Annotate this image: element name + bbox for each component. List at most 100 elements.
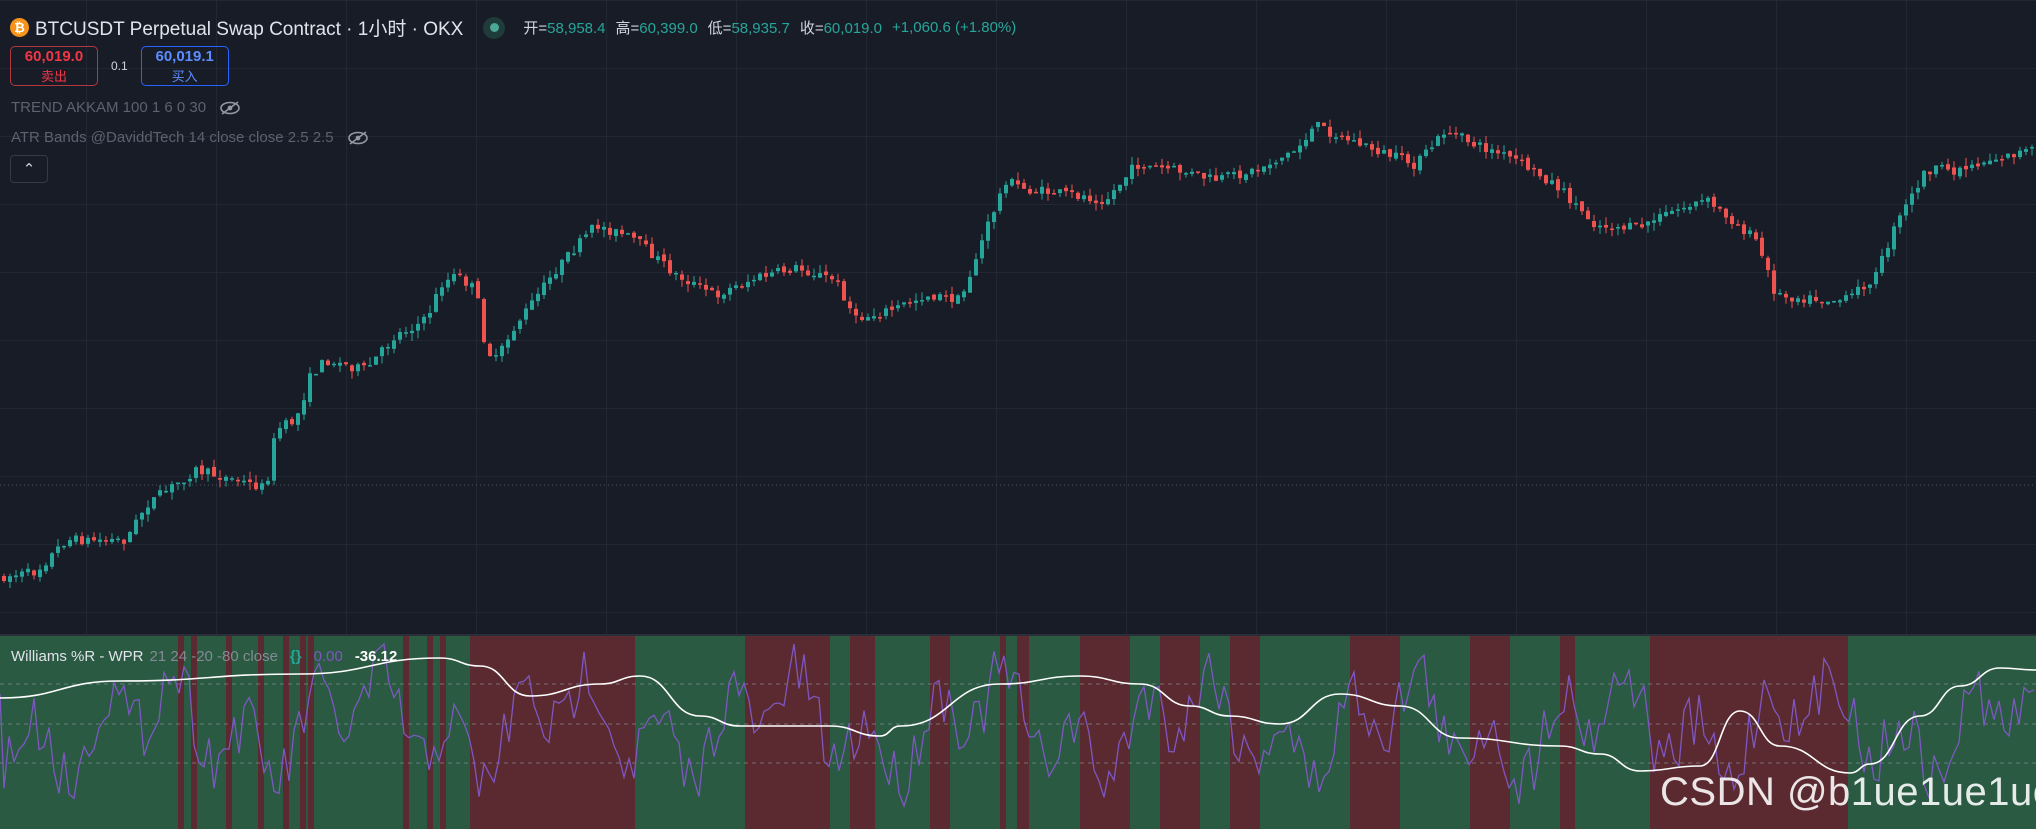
- buy-button[interactable]: 60,019.1 买入: [140, 46, 229, 86]
- candle: [92, 532, 96, 543]
- candle: [626, 232, 630, 235]
- candle-body: [614, 229, 618, 237]
- candle-body: [944, 295, 948, 297]
- candle-body: [824, 271, 828, 276]
- candle-body: [98, 539, 102, 542]
- candle-body: [1568, 187, 1572, 204]
- price-chart-canvas[interactable]: [0, 0, 2036, 636]
- candle-body: [1076, 192, 1080, 199]
- band-green: [0, 636, 470, 829]
- candle: [1982, 160, 1986, 167]
- candle-body: [470, 283, 474, 288]
- candle-body: [380, 347, 384, 357]
- candle-body: [1742, 224, 1746, 235]
- candle: [182, 482, 186, 491]
- williams-r-legend[interactable]: Williams %R - WPR 21 24 -20 -80 close {}…: [11, 648, 397, 665]
- candle-body: [314, 373, 318, 376]
- eye-off-icon[interactable]: [218, 100, 242, 116]
- candle-body: [1604, 224, 1608, 228]
- band-red: [930, 636, 950, 829]
- candle-body: [668, 260, 672, 274]
- candle: [1334, 132, 1338, 144]
- candle-body: [1766, 257, 1770, 271]
- candle: [656, 251, 660, 264]
- candle-body: [1370, 144, 1374, 150]
- williams-r-canvas[interactable]: [0, 636, 2036, 829]
- candle: [704, 278, 708, 297]
- candle: [1532, 164, 1536, 177]
- candle: [776, 264, 780, 275]
- candle-body: [650, 243, 654, 259]
- candle-body: [620, 229, 624, 235]
- trend-indicator-legend[interactable]: TREND AKKAM 100 1 6 0 30: [11, 99, 242, 116]
- candle-body: [1772, 270, 1776, 294]
- candle-body: [2024, 149, 2028, 152]
- candle-body: [812, 275, 816, 278]
- price-chart-pane[interactable]: [0, 0, 2036, 636]
- band-red: [258, 636, 264, 829]
- candle: [176, 482, 180, 490]
- pane-divider[interactable]: [0, 634, 2036, 637]
- candle: [1592, 214, 1596, 232]
- candle: [116, 535, 120, 543]
- ohlc-close: 收=60,019.0: [800, 17, 882, 38]
- williams-r-pane[interactable]: Williams %R - WPR 21 24 -20 -80 close {}…: [0, 636, 2036, 829]
- candle-body: [368, 365, 372, 367]
- candle: [1028, 185, 1032, 196]
- candle: [872, 308, 876, 321]
- candle-body: [1832, 300, 1836, 303]
- candle-body: [1526, 157, 1530, 170]
- candle: [1784, 290, 1788, 304]
- candle: [614, 228, 618, 242]
- candle: [26, 563, 30, 577]
- candle: [392, 335, 396, 354]
- eye-off-icon[interactable]: [346, 130, 370, 146]
- candle-body: [1718, 206, 1722, 209]
- candle-body: [38, 569, 42, 578]
- candle-body: [1640, 224, 1644, 228]
- candle-body: [584, 234, 588, 237]
- band-red: [283, 636, 289, 829]
- atr-bands-legend[interactable]: ATR Bands @DaviddTech 14 close close 2.5…: [11, 129, 370, 146]
- candle: [134, 514, 138, 536]
- candle-body: [1190, 171, 1194, 174]
- candle: [1418, 153, 1422, 175]
- candle-body: [938, 294, 942, 301]
- candle: [218, 470, 222, 488]
- band-green: [1200, 636, 1230, 829]
- candle: [302, 392, 306, 421]
- candle-body: [656, 256, 660, 261]
- candle: [1412, 156, 1416, 177]
- bitcoin-icon: ₿: [10, 18, 29, 37]
- candle: [836, 273, 840, 287]
- candle-body: [1472, 141, 1476, 147]
- candle: [662, 248, 666, 268]
- candle-body: [86, 537, 90, 544]
- candle-body: [1712, 196, 1716, 207]
- market-status-icon[interactable]: [483, 16, 506, 39]
- candle: [1934, 165, 1938, 178]
- candle-body: [428, 313, 432, 318]
- candle-body: [44, 565, 48, 572]
- source-code-icon[interactable]: {}: [289, 648, 302, 665]
- candle-body: [1346, 135, 1350, 141]
- candle-body: [1862, 286, 1866, 290]
- candle: [368, 357, 372, 367]
- sell-button[interactable]: 60,019.0 卖出: [10, 46, 98, 86]
- candle-body: [752, 279, 756, 282]
- candle-body: [530, 300, 534, 310]
- candle: [1874, 267, 1878, 289]
- collapse-legend-button[interactable]: ⌃: [10, 155, 48, 183]
- candle: [632, 231, 636, 243]
- symbol-title[interactable]: BTCUSDT Perpetual Swap Contract · 1小时 · …: [35, 19, 464, 40]
- candle-body: [1046, 188, 1050, 194]
- candle: [206, 467, 210, 482]
- candle: [14, 569, 18, 583]
- candle-body: [1814, 296, 1818, 301]
- trade-buttons: 60,019.0 卖出 0.1 60,019.1 买入: [10, 46, 229, 86]
- band-red: [745, 636, 830, 829]
- candle: [1448, 125, 1452, 135]
- candle: [1748, 226, 1752, 238]
- candle-body: [176, 482, 180, 484]
- candle: [152, 497, 156, 511]
